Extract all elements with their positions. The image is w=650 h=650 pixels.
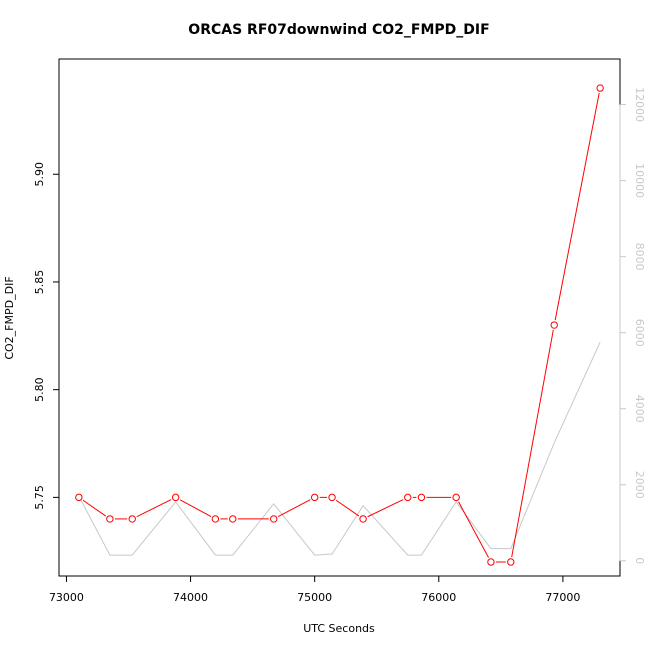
data-point xyxy=(211,515,220,523)
y2-tick-label: 0 xyxy=(633,557,646,564)
y-tick-label: 5.85 xyxy=(33,270,46,295)
chart-title: ORCAS RF07downwind CO2_FMPD_DIF xyxy=(188,22,489,38)
y-axis: 5.75 5.80 5.85 5.90 xyxy=(33,162,60,510)
series-segment-left xyxy=(82,499,107,517)
plot-frame xyxy=(58,58,621,577)
data-point xyxy=(328,493,336,502)
data-point xyxy=(310,493,319,502)
y2-tick-label: 8000 xyxy=(633,243,646,271)
x-axis: 73000 74000 75000 76000 77000 xyxy=(49,575,580,604)
y-axis-label: CO2_FMPD_DIF xyxy=(3,276,16,359)
series-segment-left xyxy=(335,499,360,517)
series-layer xyxy=(75,84,604,566)
data-point xyxy=(452,493,460,502)
series-segment-left xyxy=(136,499,172,518)
y2-tick-label: 12000 xyxy=(633,87,646,122)
series-segment-left xyxy=(458,501,489,558)
x-tick-label: 73000 xyxy=(49,591,84,604)
data-point xyxy=(359,515,367,523)
data-point xyxy=(404,493,412,502)
data-point xyxy=(106,515,114,523)
series-line-right xyxy=(78,341,601,556)
x-tick-label: 75000 xyxy=(297,591,332,604)
x-axis-label: UTC Seconds xyxy=(303,622,375,635)
series-segment-left xyxy=(367,499,404,518)
data-point xyxy=(550,321,558,329)
y-tick-label: 5.80 xyxy=(33,377,46,402)
data-point xyxy=(75,493,83,502)
y2-tick-label: 2000 xyxy=(633,471,646,499)
series-segment-left xyxy=(511,329,554,558)
data-point xyxy=(487,558,495,566)
y2-axis: 0 2000 4000 6000 8000 10000 12000 xyxy=(619,87,646,564)
x-tick-label: 76000 xyxy=(421,591,456,604)
data-point xyxy=(171,493,180,502)
series-segment-left xyxy=(179,499,212,517)
data-point xyxy=(270,515,278,523)
y2-tick-label: 10000 xyxy=(633,163,646,198)
y2-tick-label: 6000 xyxy=(633,319,646,347)
y-tick-label: 5.75 xyxy=(33,485,46,510)
data-point xyxy=(417,493,426,502)
data-point xyxy=(229,515,237,523)
x-tick-label: 74000 xyxy=(173,591,208,604)
series-segment-left xyxy=(554,92,600,321)
data-point xyxy=(596,84,604,92)
data-point xyxy=(507,558,515,566)
data-point xyxy=(128,515,136,523)
series-segment-left xyxy=(277,499,311,518)
y2-tick-label: 4000 xyxy=(633,395,646,423)
y-tick-label: 5.90 xyxy=(33,162,46,187)
x-tick-label: 77000 xyxy=(545,591,580,604)
